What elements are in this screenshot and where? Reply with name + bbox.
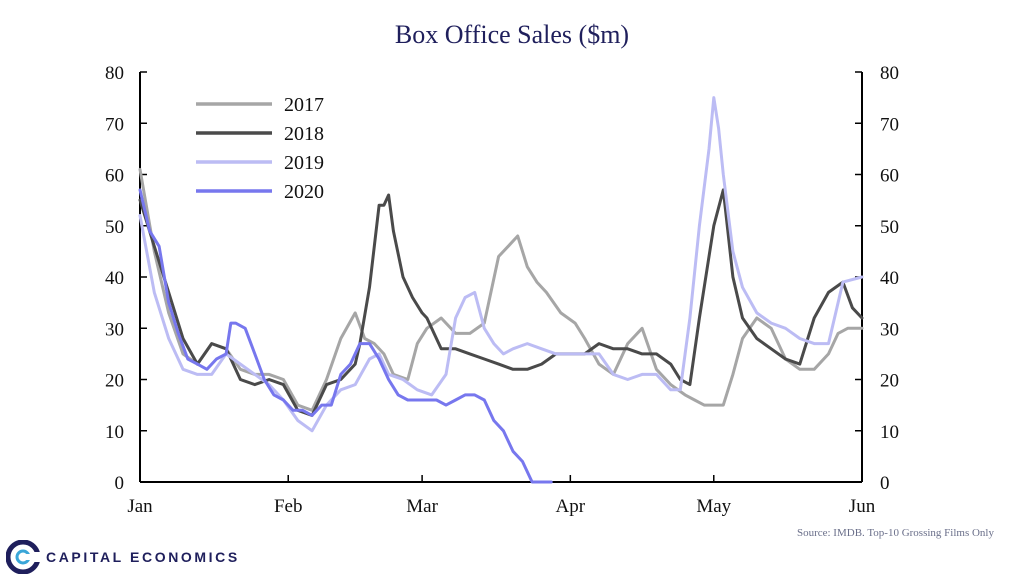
company-logo: CAPITAL ECONOMICS xyxy=(6,540,240,574)
legend-label-2020: 2020 xyxy=(284,181,324,203)
y-tick-label-right: 40 xyxy=(880,268,899,289)
logo-text: CAPITAL ECONOMICS xyxy=(46,549,240,565)
legend-label-2018: 2018 xyxy=(284,123,324,145)
y-tick-label-left: 70 xyxy=(105,114,124,135)
x-tick-label: Jan xyxy=(127,496,153,517)
y-tick-label-right: 20 xyxy=(880,371,899,392)
x-tick-label: Mar xyxy=(406,496,438,517)
x-tick-label: Jun xyxy=(849,496,876,517)
y-tick-label-right: 70 xyxy=(880,114,899,135)
y-tick-label-left: 10 xyxy=(105,422,124,443)
legend-label-2017: 2017 xyxy=(284,94,324,116)
capital-economics-logo-icon xyxy=(6,540,40,574)
y-tick-label-right: 50 xyxy=(880,217,899,238)
chart-title: Box Office Sales ($m) xyxy=(394,20,630,49)
y-tick-label-left: 50 xyxy=(105,217,124,238)
y-tick-label-left: 30 xyxy=(105,319,124,340)
y-tick-label-left: 60 xyxy=(105,166,124,187)
y-tick-label-left: 20 xyxy=(105,371,124,392)
y-tick-label-left: 0 xyxy=(115,473,125,494)
source-note: Source: IMDB. Top-10 Grossing Films Only xyxy=(796,527,994,539)
legend-label-2019: 2019 xyxy=(284,152,324,174)
series-line-2020 xyxy=(138,188,553,484)
series-lines xyxy=(138,96,864,484)
series-line-2017 xyxy=(138,167,864,412)
series-line-2018 xyxy=(138,188,864,417)
x-tick-label: Apr xyxy=(556,496,586,517)
x-tick-label: May xyxy=(696,496,731,517)
y-tick-label-left: 80 xyxy=(105,63,124,84)
x-tick-label: Feb xyxy=(274,496,303,517)
y-tick-label-right: 0 xyxy=(880,473,890,494)
y-tick-label-left: 40 xyxy=(105,268,124,289)
y-tick-label-right: 10 xyxy=(880,422,899,443)
series-line-2019 xyxy=(138,96,864,433)
legend: 2017 2018 2019 2020 xyxy=(196,94,324,203)
y-tick-label-right: 80 xyxy=(880,63,899,84)
y-tick-label-right: 60 xyxy=(880,166,899,187)
y-tick-label-right: 30 xyxy=(880,319,899,340)
